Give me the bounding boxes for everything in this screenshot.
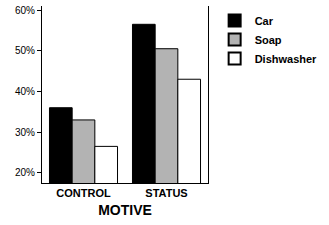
svg-text:20%: 20% xyxy=(15,167,35,178)
svg-text:Car: Car xyxy=(255,15,274,27)
svg-text:Dishwasher: Dishwasher xyxy=(255,53,317,65)
svg-text:MOTIVE: MOTIVE xyxy=(98,202,152,218)
svg-text:CONTROL: CONTROL xyxy=(56,187,111,199)
svg-text:60%: 60% xyxy=(15,5,35,16)
svg-text:30%: 30% xyxy=(15,127,35,138)
svg-text:40%: 40% xyxy=(15,86,35,97)
svg-text:Soap: Soap xyxy=(255,34,282,46)
svg-text:50%: 50% xyxy=(15,45,35,56)
svg-text:STATUS: STATUS xyxy=(145,187,187,199)
